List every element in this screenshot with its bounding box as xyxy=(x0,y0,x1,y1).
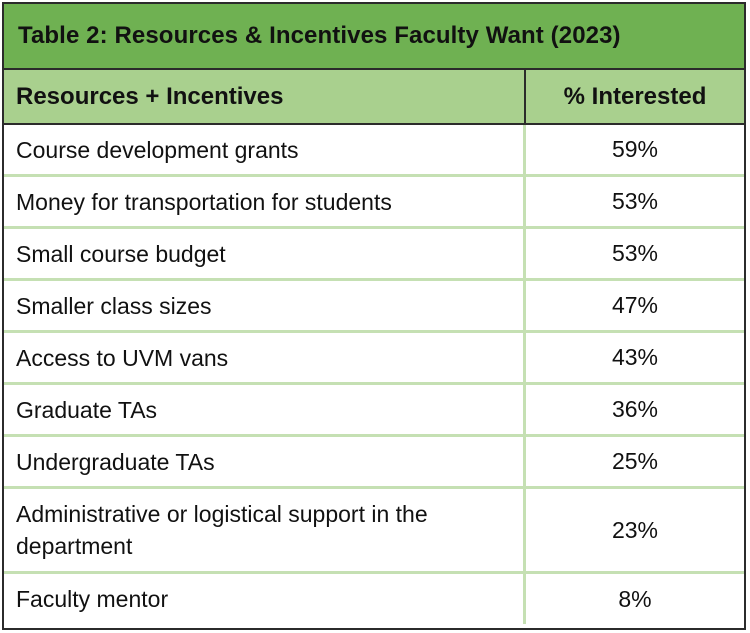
resource-cell: Smaller class sizes xyxy=(4,281,526,330)
table-row: Undergraduate TAs 25% xyxy=(4,437,744,489)
table-row: Course development grants 59% xyxy=(4,125,744,177)
percent-cell: 36% xyxy=(611,396,659,422)
resource-cell: Access to UVM vans xyxy=(4,333,526,382)
table-row: Smaller class sizes 47% xyxy=(4,281,744,333)
table-row: Faculty mentor 8% xyxy=(4,574,744,624)
table-row: Administrative or logistical support in … xyxy=(4,489,744,574)
table-body: Course development grants 59% Money for … xyxy=(4,125,744,624)
percent-cell: 59% xyxy=(611,136,659,162)
column-header-percent-interested: % Interested xyxy=(563,82,707,110)
table-header-row: Resources + Incentives % Interested xyxy=(4,70,744,125)
table-row: Access to UVM vans 43% xyxy=(4,333,744,385)
resource-cell: Small course budget xyxy=(4,229,526,278)
table-row: Small course budget 53% xyxy=(4,229,744,281)
percent-cell: 8% xyxy=(618,585,652,612)
percent-cell: 53% xyxy=(611,240,659,266)
percent-cell: 43% xyxy=(611,344,659,370)
table-title: Table 2: Resources & Incentives Faculty … xyxy=(18,22,621,49)
percent-cell: 47% xyxy=(611,292,659,318)
column-header-resources: Resources + Incentives xyxy=(4,70,526,123)
resource-cell: Undergraduate TAs xyxy=(4,437,526,486)
resource-cell: Graduate TAs xyxy=(4,385,526,434)
percent-cell: 25% xyxy=(611,448,659,474)
resource-cell: Faculty mentor xyxy=(4,574,526,624)
percent-cell: 23% xyxy=(611,516,659,543)
percent-cell: 53% xyxy=(611,188,659,214)
resource-cell: Administrative or logistical support in … xyxy=(4,489,526,571)
resource-cell: Course development grants xyxy=(4,125,526,174)
resource-cell: Money for transportation for students xyxy=(4,177,526,226)
table-row: Graduate TAs 36% xyxy=(4,385,744,437)
table-row: Money for transportation for students 53… xyxy=(4,177,744,229)
table-title-bar: Table 2: Resources & Incentives Faculty … xyxy=(4,4,744,70)
